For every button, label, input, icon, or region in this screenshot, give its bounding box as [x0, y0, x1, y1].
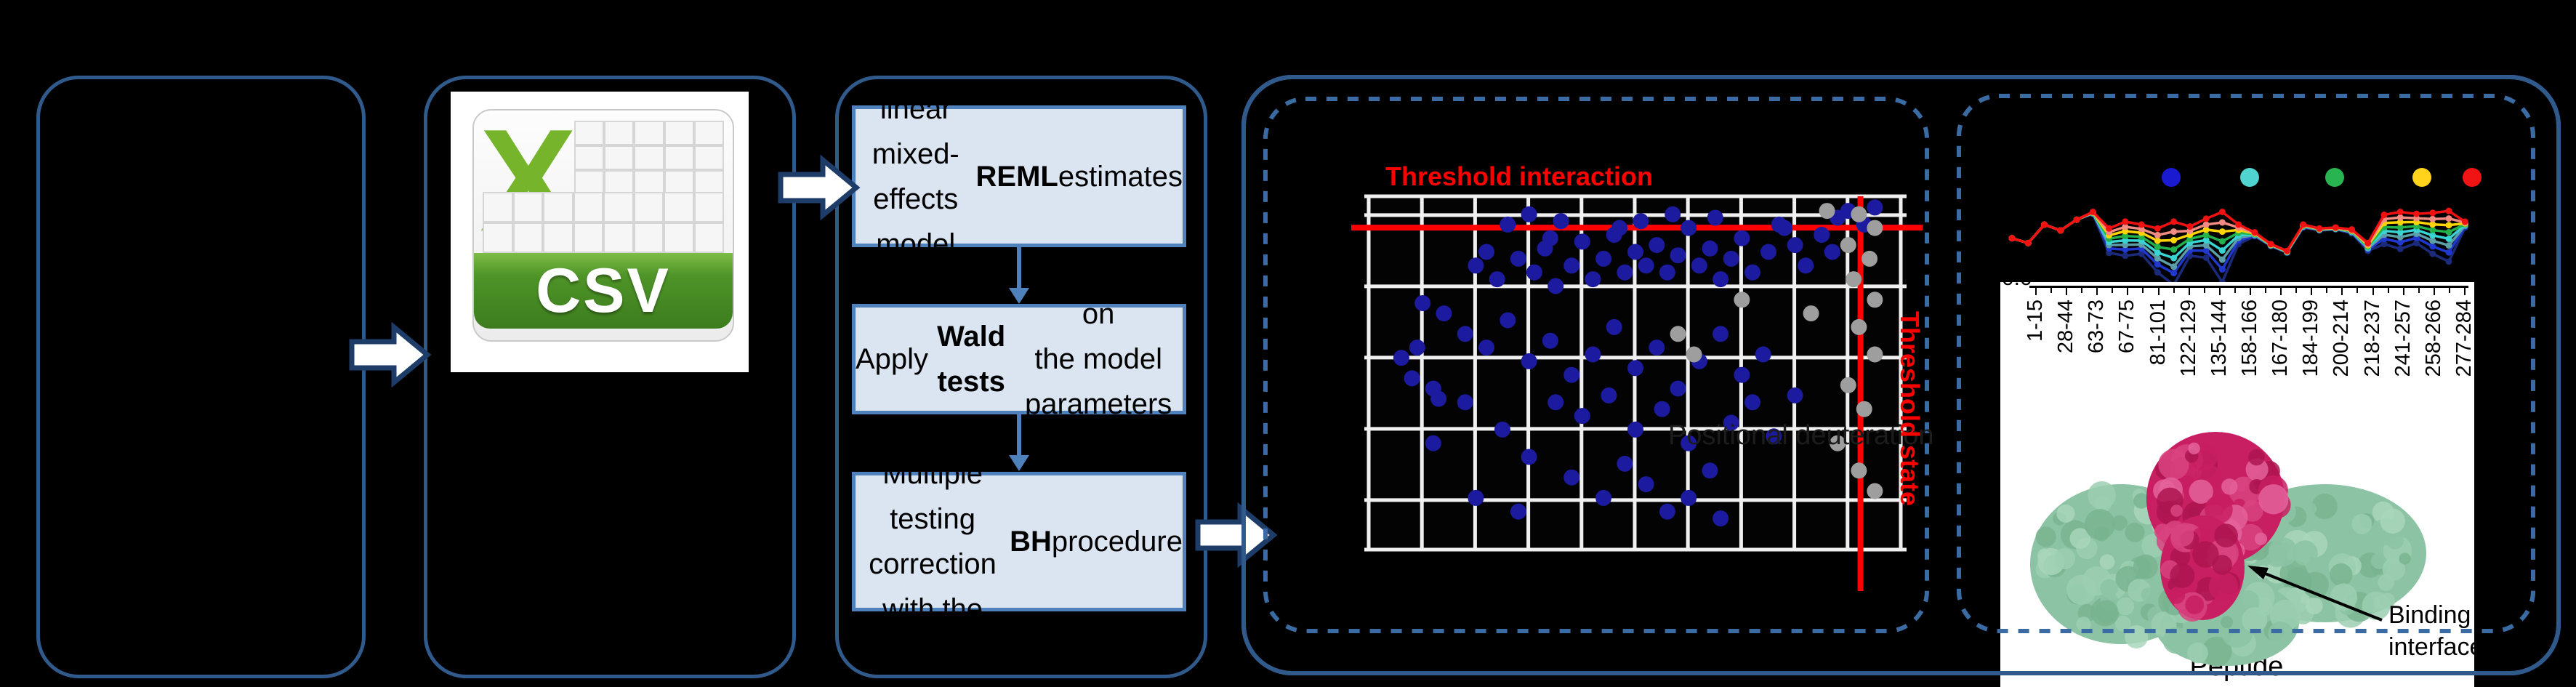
spreadsheet-grid-lower-icon — [483, 192, 724, 253]
csv-file-icon: X CSV — [472, 109, 734, 342]
threshold-state-label: Threshold state — [1895, 311, 1925, 507]
flow-arrow-icon-2 — [778, 154, 861, 221]
connector-line-2 — [1017, 414, 1021, 457]
axis-and-structure-image: 1-15 28-44 63-73 67-75 81-101 122-129 135-144 1… — [2000, 282, 2474, 687]
y-axis-tick-label: 0.0 — [2002, 266, 2032, 290]
connector-line-1 — [1017, 247, 1021, 289]
step-wald-box: Apply Wald tests on the model parameters — [852, 298, 1186, 420]
faint-plot-label: Positional deuteration — [1668, 420, 1934, 451]
csv-file-image: X CSV — [451, 92, 749, 372]
binding-interface-label: Binding interface — [2388, 601, 2474, 661]
deuteration-profile-chart — [2008, 207, 2468, 289]
csv-label: CSV — [536, 255, 671, 326]
step-bh-box: Multiple testing correction with the BH … — [852, 458, 1186, 625]
connector-arrowhead-2 — [1009, 455, 1029, 471]
panel-input-box — [36, 76, 366, 678]
csv-banner: CSV — [474, 253, 733, 329]
flow-arrow-icon-3 — [1195, 502, 1278, 569]
threshold-interaction-label: Threshold interaction — [1385, 161, 1654, 191]
scatter-panel-dashed-border — [1263, 97, 1929, 633]
flow-arrow-icon-1 — [349, 321, 432, 388]
panel-csv-box — [424, 76, 796, 678]
connector-arrowhead-1 — [1009, 288, 1029, 304]
threshold-scatter-plot — [1351, 194, 1923, 591]
panel-model-box — [835, 76, 1207, 678]
step-reml-box: Fit a linear mixed- effects model with R… — [852, 48, 1186, 305]
